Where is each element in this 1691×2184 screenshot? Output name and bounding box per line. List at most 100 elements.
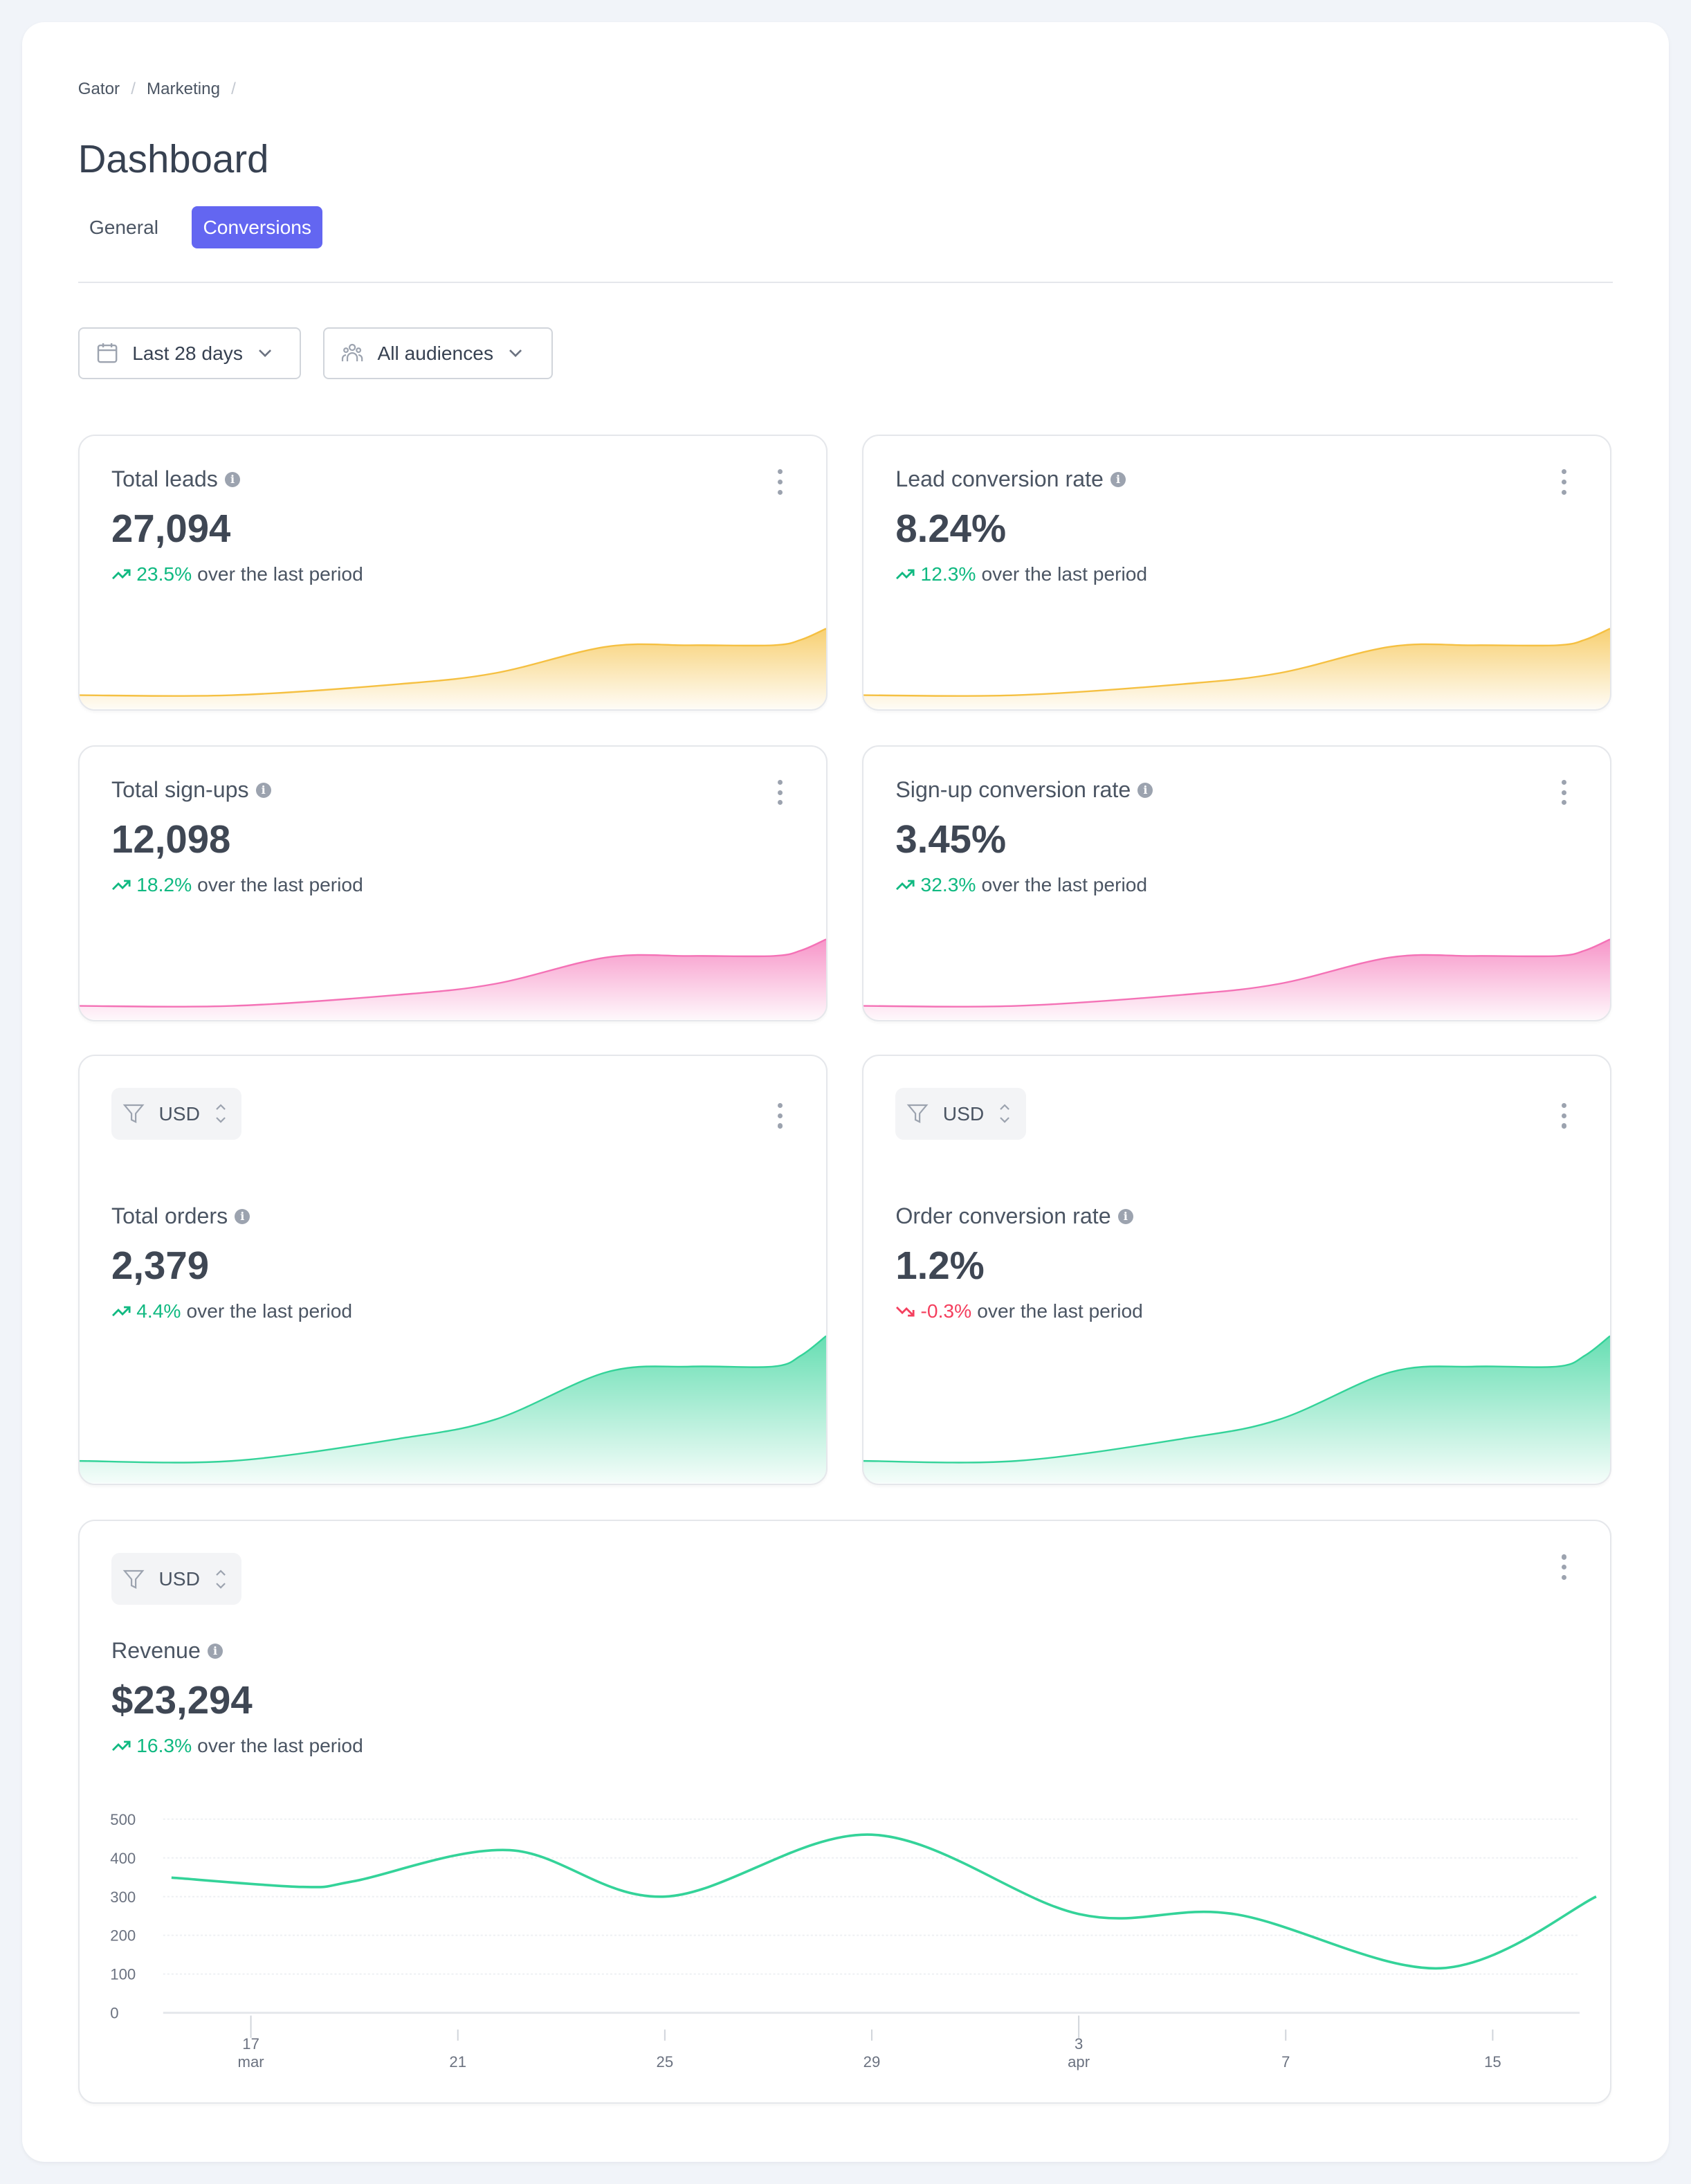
- change-percent: -0.3%: [920, 1300, 972, 1322]
- metric-title-text: Total sign-ups: [111, 777, 249, 803]
- metric-title: Sign-up conversion rate i: [895, 777, 1153, 803]
- sparkline-chart: [79, 1335, 826, 1484]
- trend-down-icon: [896, 1306, 915, 1317]
- x-tick-label: 17: [242, 2035, 259, 2053]
- more-options-button[interactable]: [776, 468, 784, 495]
- sparkline-chart: [863, 938, 1611, 1020]
- metric-value: 3.45%: [895, 817, 1007, 861]
- dot: [777, 790, 783, 795]
- more-options-button[interactable]: [1560, 1553, 1569, 1581]
- change-suffix: over the last period: [981, 873, 1148, 896]
- filter-bar: Last 28 days All audiences: [77, 327, 554, 379]
- tab-general[interactable]: General: [89, 215, 159, 238]
- metric-title: Order conversion rate i: [895, 1203, 1133, 1229]
- x-tick-label: 7: [1281, 2053, 1290, 2071]
- sparkline-line: [863, 938, 1611, 1008]
- change-suffix: over the last period: [197, 873, 363, 896]
- info-icon[interactable]: i: [1137, 782, 1153, 798]
- date-range-label: Last 28 days: [132, 341, 243, 364]
- chevron-up-down-icon: [216, 1569, 226, 1589]
- date-range-dropdown[interactable]: Last 28 days: [77, 327, 301, 379]
- sparkline-chart: [863, 627, 1611, 709]
- dot: [1562, 800, 1567, 806]
- info-icon[interactable]: i: [1117, 1208, 1133, 1224]
- more-options-button[interactable]: [776, 1102, 784, 1129]
- info-icon[interactable]: i: [224, 471, 241, 487]
- dot: [1562, 1103, 1567, 1109]
- dot: [777, 1113, 783, 1118]
- info-icon[interactable]: i: [255, 782, 271, 798]
- metric-change: 23.5% over the last period: [111, 563, 363, 585]
- info-icon[interactable]: i: [207, 1643, 223, 1659]
- metric-card: USD Order conversion rate i 1.2% -0.3% ove…: [862, 1054, 1612, 1485]
- breadcrumb-item[interactable]: Gator: [77, 79, 120, 98]
- more-options-button[interactable]: [1560, 779, 1569, 806]
- trend-up-icon: [112, 1306, 131, 1316]
- sparkline-chart: [79, 627, 826, 709]
- divider: [77, 281, 1614, 283]
- change-suffix: over the last period: [981, 563, 1148, 585]
- trend-up-icon: [112, 569, 131, 579]
- dot: [1562, 469, 1567, 475]
- dot: [777, 489, 783, 495]
- y-tick-label: 100: [110, 1966, 136, 1983]
- more-options-button[interactable]: [1560, 1102, 1569, 1129]
- more-options-button[interactable]: [1560, 468, 1569, 495]
- sparkline-area: [863, 938, 1611, 1020]
- currency-selector[interactable]: USD: [111, 1088, 242, 1140]
- dashboard-panel: Gator / Marketing / Dashboard General Conv…: [22, 22, 1669, 2163]
- sparkline-area: [79, 938, 826, 1020]
- metric-title-text: Sign-up conversion rate: [895, 777, 1131, 803]
- chevron-up-down-icon: [1000, 1104, 1010, 1123]
- metric-title: Total orders i: [111, 1203, 250, 1229]
- change-suffix: over the last period: [197, 563, 363, 585]
- metric-change: 32.3% over the last period: [895, 873, 1147, 896]
- dot: [1562, 1554, 1567, 1560]
- dot: [777, 1103, 783, 1109]
- metric-change: 16.3% over the last period: [111, 1734, 363, 1757]
- change-suffix: over the last period: [197, 1734, 363, 1757]
- currency-label: USD: [158, 1567, 200, 1590]
- currency-selector[interactable]: USD: [895, 1088, 1026, 1140]
- dot: [1562, 780, 1567, 785]
- metric-change: 4.4% over the last period: [111, 1300, 352, 1322]
- breadcrumb-item[interactable]: Marketing: [147, 79, 221, 98]
- change-percent: 18.2%: [136, 873, 192, 896]
- tab-bar: General Conversions: [78, 206, 323, 249]
- metric-card: Total leads i 27,094 23.5% over the last p…: [77, 435, 828, 711]
- audience-dropdown[interactable]: All audiences: [323, 327, 554, 379]
- metric-value: $23,294: [111, 1677, 253, 1722]
- metric-value: 1.2%: [895, 1243, 985, 1287]
- currency-label: USD: [942, 1102, 985, 1125]
- trend-up-icon: [112, 880, 131, 890]
- metric-title: Lead conversion rate i: [895, 466, 1126, 492]
- info-icon[interactable]: i: [235, 1208, 250, 1224]
- sparkline-chart: [863, 1335, 1611, 1484]
- sparkline-area: [863, 1336, 1611, 1484]
- calendar-icon: [97, 343, 118, 363]
- y-tick-label: 300: [110, 1889, 136, 1906]
- tab-conversions[interactable]: Conversions: [192, 206, 323, 249]
- change-percent: 4.4%: [136, 1300, 181, 1322]
- filter-icon: [907, 1104, 929, 1124]
- change-suffix: over the last period: [977, 1300, 1143, 1322]
- dot: [1562, 479, 1567, 484]
- dot: [1562, 1574, 1567, 1580]
- x-tick-label: 3: [1075, 2035, 1083, 2053]
- metric-value: 12,098: [111, 817, 231, 861]
- metric-title-text: Lead conversion rate: [895, 466, 1104, 492]
- users-icon: [342, 344, 363, 362]
- y-tick-label: 200: [110, 1927, 136, 1945]
- more-options-button[interactable]: [776, 779, 784, 806]
- metric-value: 8.24%: [895, 506, 1007, 550]
- metric-change: 12.3% over the last period: [895, 563, 1147, 585]
- currency-selector[interactable]: USD: [111, 1553, 242, 1605]
- metric-card: Sign-up conversion rate i 3.45% 32.3% over…: [862, 745, 1612, 1021]
- x-tick-label: 15: [1484, 2053, 1501, 2071]
- dot: [1562, 1113, 1567, 1118]
- chevron-up-down-icon: [216, 1104, 226, 1123]
- audience-label: All audiences: [377, 341, 494, 364]
- info-icon[interactable]: i: [1110, 471, 1126, 487]
- change-percent: 12.3%: [920, 563, 976, 585]
